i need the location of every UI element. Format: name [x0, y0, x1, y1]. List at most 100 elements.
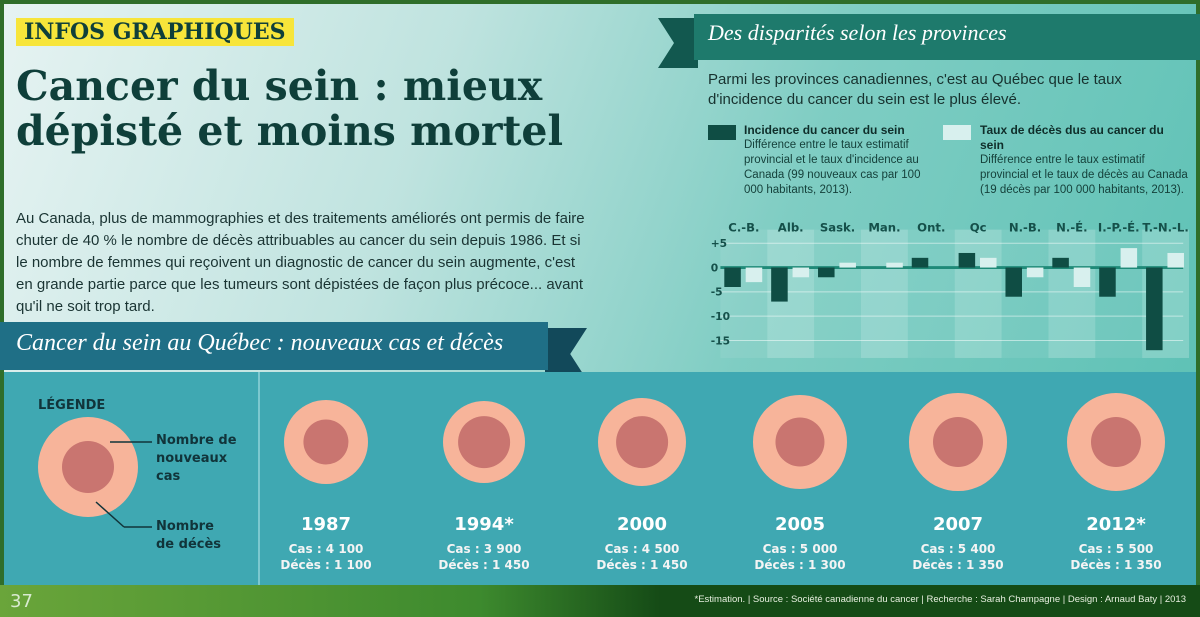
incidence-bar	[1052, 257, 1069, 268]
legend-swatch-incidence	[708, 125, 736, 140]
deaths-circle	[775, 417, 825, 467]
legend-text: Différence entre le taux estimatif provi…	[980, 154, 1188, 196]
y-tick-label: -10	[711, 310, 730, 323]
cases-circle	[909, 393, 1007, 491]
intro-text: Au Canada, plus de mammographies et des …	[16, 210, 585, 315]
column-band	[954, 229, 1002, 358]
deaths-circle	[1091, 417, 1141, 467]
deaths-bar	[792, 267, 810, 278]
category-label: N.-B.	[1009, 221, 1041, 235]
column-band	[1048, 229, 1096, 358]
incidence-bar	[911, 257, 929, 268]
provinces-subtitle: Parmi les provinces canadiennes, c'est a…	[708, 71, 1122, 108]
legend-inner-label: Nombre de décès	[156, 519, 222, 552]
year-label: 2005	[774, 514, 826, 535]
legend-incidence: Incidence du cancer du sein Différence en…	[744, 123, 929, 198]
cases-circle	[442, 400, 526, 484]
deaths-bar	[745, 267, 763, 283]
category-label: T.-N.-L.	[1142, 221, 1188, 235]
page-title: Cancer du sein : mieux dépisté et moins …	[16, 62, 564, 156]
column-band	[861, 229, 908, 358]
deaths-circle	[932, 416, 983, 467]
legend-inner-circle	[62, 441, 114, 493]
deaths-bar	[980, 257, 997, 268]
incidence-bar	[1005, 267, 1022, 297]
incidence-bar	[958, 252, 976, 268]
deaths-circle	[458, 416, 510, 468]
deaths-label: Décès : 1 350	[1070, 558, 1162, 572]
deaths-bar	[1073, 267, 1091, 287]
year-block: 1987 Cas : 4 100 Décès : 1 100	[256, 514, 396, 573]
column-band	[907, 229, 955, 358]
year-label: 1987	[300, 514, 352, 535]
year-block: 2007 Cas : 5 400 Décès : 1 350	[888, 514, 1028, 573]
incidence-bar	[1146, 267, 1163, 351]
provinces-ribbon: Des disparités selon les provinces	[694, 14, 1200, 60]
deaths-bar	[839, 262, 856, 268]
incidence-bar	[724, 267, 741, 287]
category-label: Alb.	[778, 221, 804, 235]
y-tick-label: +5	[711, 237, 727, 250]
year-label: 2012*	[1086, 514, 1146, 535]
section-badge: INFOS GRAPHIQUES	[16, 18, 294, 46]
top-section	[0, 0, 1200, 372]
cases-label: Cas : 5 500	[1078, 542, 1154, 556]
deaths-label: Décès : 1 300	[754, 558, 846, 572]
deaths-bar	[886, 262, 903, 268]
year-block: 2012* Cas : 5 500 Décès : 1 350	[1046, 514, 1186, 573]
year-block: 1994* Cas : 3 900 Décès : 1 450	[414, 514, 554, 573]
cases-label: Cas : 3 900	[446, 542, 522, 556]
legend-swatch-deaths	[943, 125, 971, 140]
quebec-section: LÉGENDE Nombre de nouveaux cas Nombre de…	[0, 372, 1200, 585]
deaths-bar	[1026, 267, 1044, 278]
quebec-ribbon: Cancer du sein au Québec : nouveaux cas …	[0, 322, 548, 370]
legend-leader-lines	[95, 441, 152, 528]
deaths-circle	[616, 416, 668, 468]
legend-heading: LÉGENDE	[38, 398, 106, 413]
deaths-label: Décès : 1 450	[438, 558, 530, 572]
cases-label: Cas : 5 400	[920, 542, 996, 556]
deaths-label: Décès : 1 450	[596, 558, 688, 572]
incidence-bar	[1099, 267, 1116, 297]
legend-outer-label: Nombre de nouveaux cas	[156, 433, 237, 484]
cases-circle	[1067, 393, 1165, 491]
cases-circle	[753, 395, 847, 489]
deaths-label: Décès : 1 100	[280, 558, 372, 572]
category-label: Qc	[970, 221, 987, 235]
category-label: C.-B.	[728, 221, 759, 235]
legend-outer-circle	[38, 417, 138, 517]
column-band	[720, 229, 768, 358]
divider	[258, 372, 260, 585]
legend-deaths: Taux de décès dus au cancer du sein Diffé…	[980, 123, 1190, 198]
year-label: 1994*	[454, 514, 514, 535]
footer: 37 *Estimation. | Source : Société canad…	[0, 585, 1200, 617]
source-credits: *Estimation. | Source : Société canadien…	[694, 594, 1187, 605]
deaths-circle	[303, 419, 349, 465]
cases-circle	[597, 397, 687, 487]
deaths-bar	[1167, 252, 1184, 268]
provinces-bar-chart: C.-B. Alb. Sask. Man. Ont. Qc N.-B. N.-É. I.-P.-…	[711, 220, 1190, 358]
cases-label: Cas : 5 000	[762, 542, 838, 556]
y-tick-label: -5	[711, 286, 723, 299]
cases-label: Cas : 4 100	[288, 542, 364, 556]
cases-circle	[283, 399, 369, 485]
cases-label: Cas : 4 500	[604, 542, 680, 556]
year-block: 2005 Cas : 5 000 Décès : 1 300	[730, 514, 870, 573]
category-label: Sask.	[820, 221, 855, 235]
legend-title: Incidence du cancer du sein	[744, 123, 905, 137]
page-number: 37	[10, 591, 33, 612]
year-label: 2007	[932, 514, 984, 535]
category-label: Man.	[868, 221, 900, 235]
category-label: Ont.	[917, 221, 945, 235]
legend-text: Différence entre le taux estimatif provi…	[744, 139, 921, 196]
year-block: 2000 Cas : 4 500 Décès : 1 450	[572, 514, 712, 573]
incidence-bar	[818, 267, 835, 278]
category-label: I.-P.-É.	[1098, 220, 1140, 235]
incidence-bar	[771, 267, 788, 302]
y-tick-label: -15	[711, 334, 730, 347]
legend-title: Taux de décès dus au cancer du sein	[980, 123, 1164, 152]
year-label: 2000	[616, 514, 668, 535]
deaths-label: Décès : 1 350	[912, 558, 1004, 572]
y-tick-label: 0	[711, 261, 718, 274]
deaths-bar	[1120, 248, 1138, 268]
